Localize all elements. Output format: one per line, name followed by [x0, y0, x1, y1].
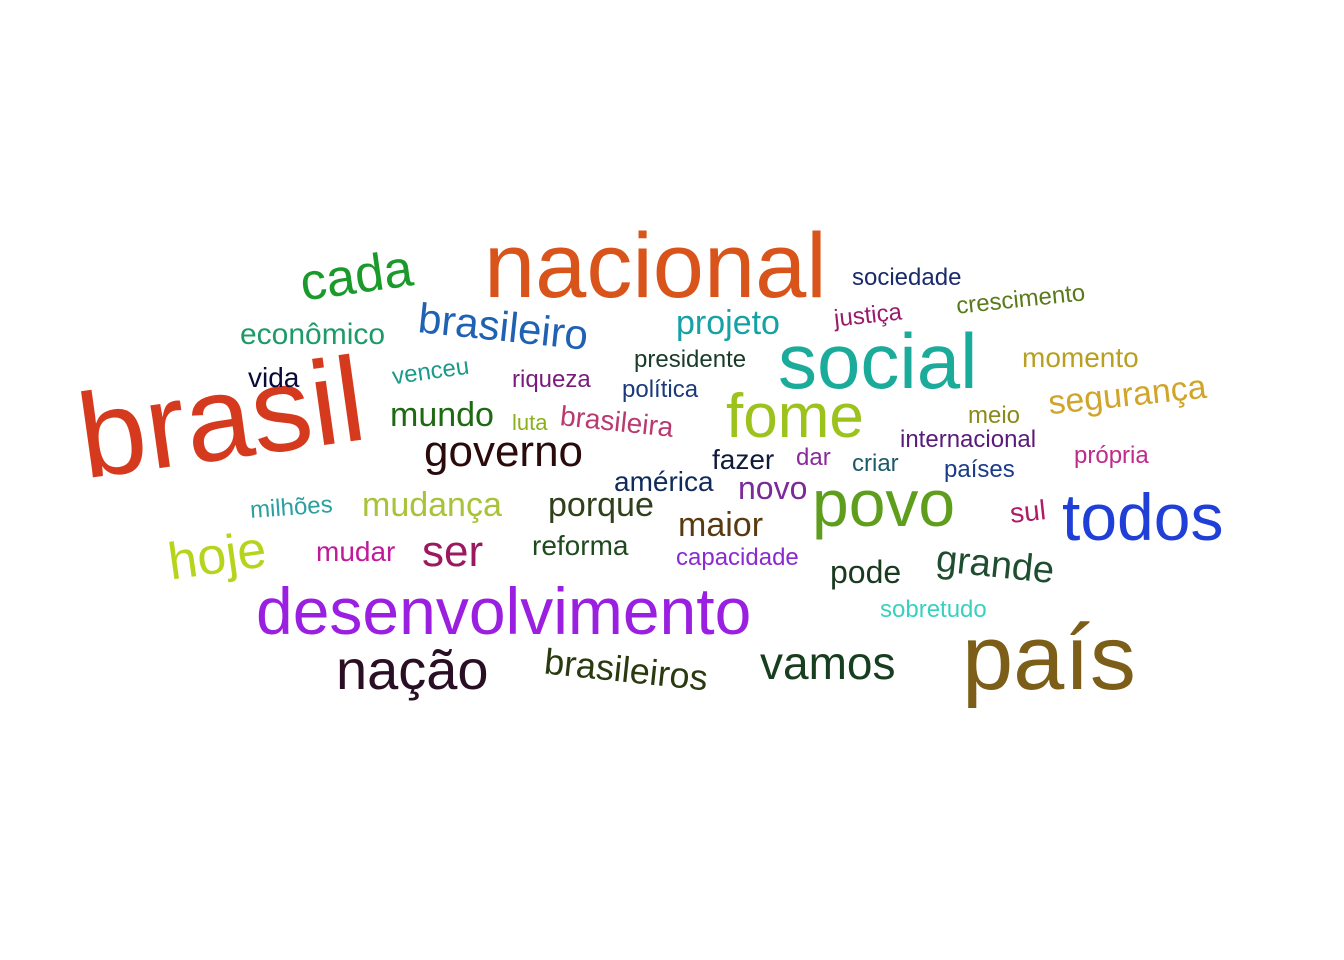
word-mudar: mudar [316, 536, 396, 567]
word-povo: povo [812, 466, 956, 540]
word-todos: todos [1062, 480, 1224, 554]
word-pode: pode [830, 554, 902, 590]
word-america: américa [614, 466, 714, 497]
word-pais: país [962, 607, 1136, 709]
word-internacional: internacional [900, 426, 1037, 453]
word-sobretudo: sobretudo [880, 596, 987, 623]
word-riqueza: riqueza [512, 366, 591, 393]
word-momento: momento [1022, 342, 1139, 373]
word-desenvolvimento: desenvolvimento [256, 574, 752, 648]
word-reforma: reforma [532, 530, 629, 561]
word-fome: fome [726, 382, 864, 451]
word-maior: maior [678, 506, 764, 544]
word-economico: econômico [240, 318, 386, 351]
word-crescimento: crescimento [954, 279, 1087, 320]
word-seguranca: segurança [1046, 367, 1209, 423]
word-meio: meio [968, 402, 1021, 429]
word-brasileiros: brasileiros [542, 640, 710, 699]
word-paises: países [944, 456, 1015, 483]
word-presidente: presidente [634, 346, 747, 373]
word-governo: governo [424, 427, 584, 476]
word-luta: luta [512, 410, 548, 435]
word-capacidade: capacidade [676, 544, 799, 571]
word-fazer: fazer [712, 444, 775, 475]
word-novo: novo [738, 470, 808, 506]
word-vida: vida [248, 362, 300, 393]
word-nacional: nacional [484, 215, 827, 317]
word-ser: ser [422, 527, 484, 576]
word-sociedade: sociedade [852, 264, 962, 291]
word-dar: dar [796, 444, 831, 471]
word-vamos: vamos [760, 637, 896, 689]
word-propria: própria [1074, 442, 1149, 469]
word-venceu: venceu [390, 352, 471, 391]
word-brasil: brasil [70, 331, 373, 505]
word-mundo: mundo [390, 396, 494, 434]
word-nacao: nação [336, 638, 489, 701]
word-criar: criar [852, 450, 899, 477]
word-politica: política [622, 376, 699, 403]
word-projeto: projeto [676, 304, 780, 342]
word-social: social [778, 317, 978, 405]
word-milhoes: milhões [249, 491, 334, 524]
word-sul: sul [1008, 494, 1048, 529]
word-grande: grande [934, 537, 1057, 593]
word-cada: cada [296, 239, 417, 313]
word-mudanca: mudança [362, 486, 502, 524]
word-porque: porque [548, 486, 654, 524]
word-hoje: hoje [164, 520, 270, 592]
